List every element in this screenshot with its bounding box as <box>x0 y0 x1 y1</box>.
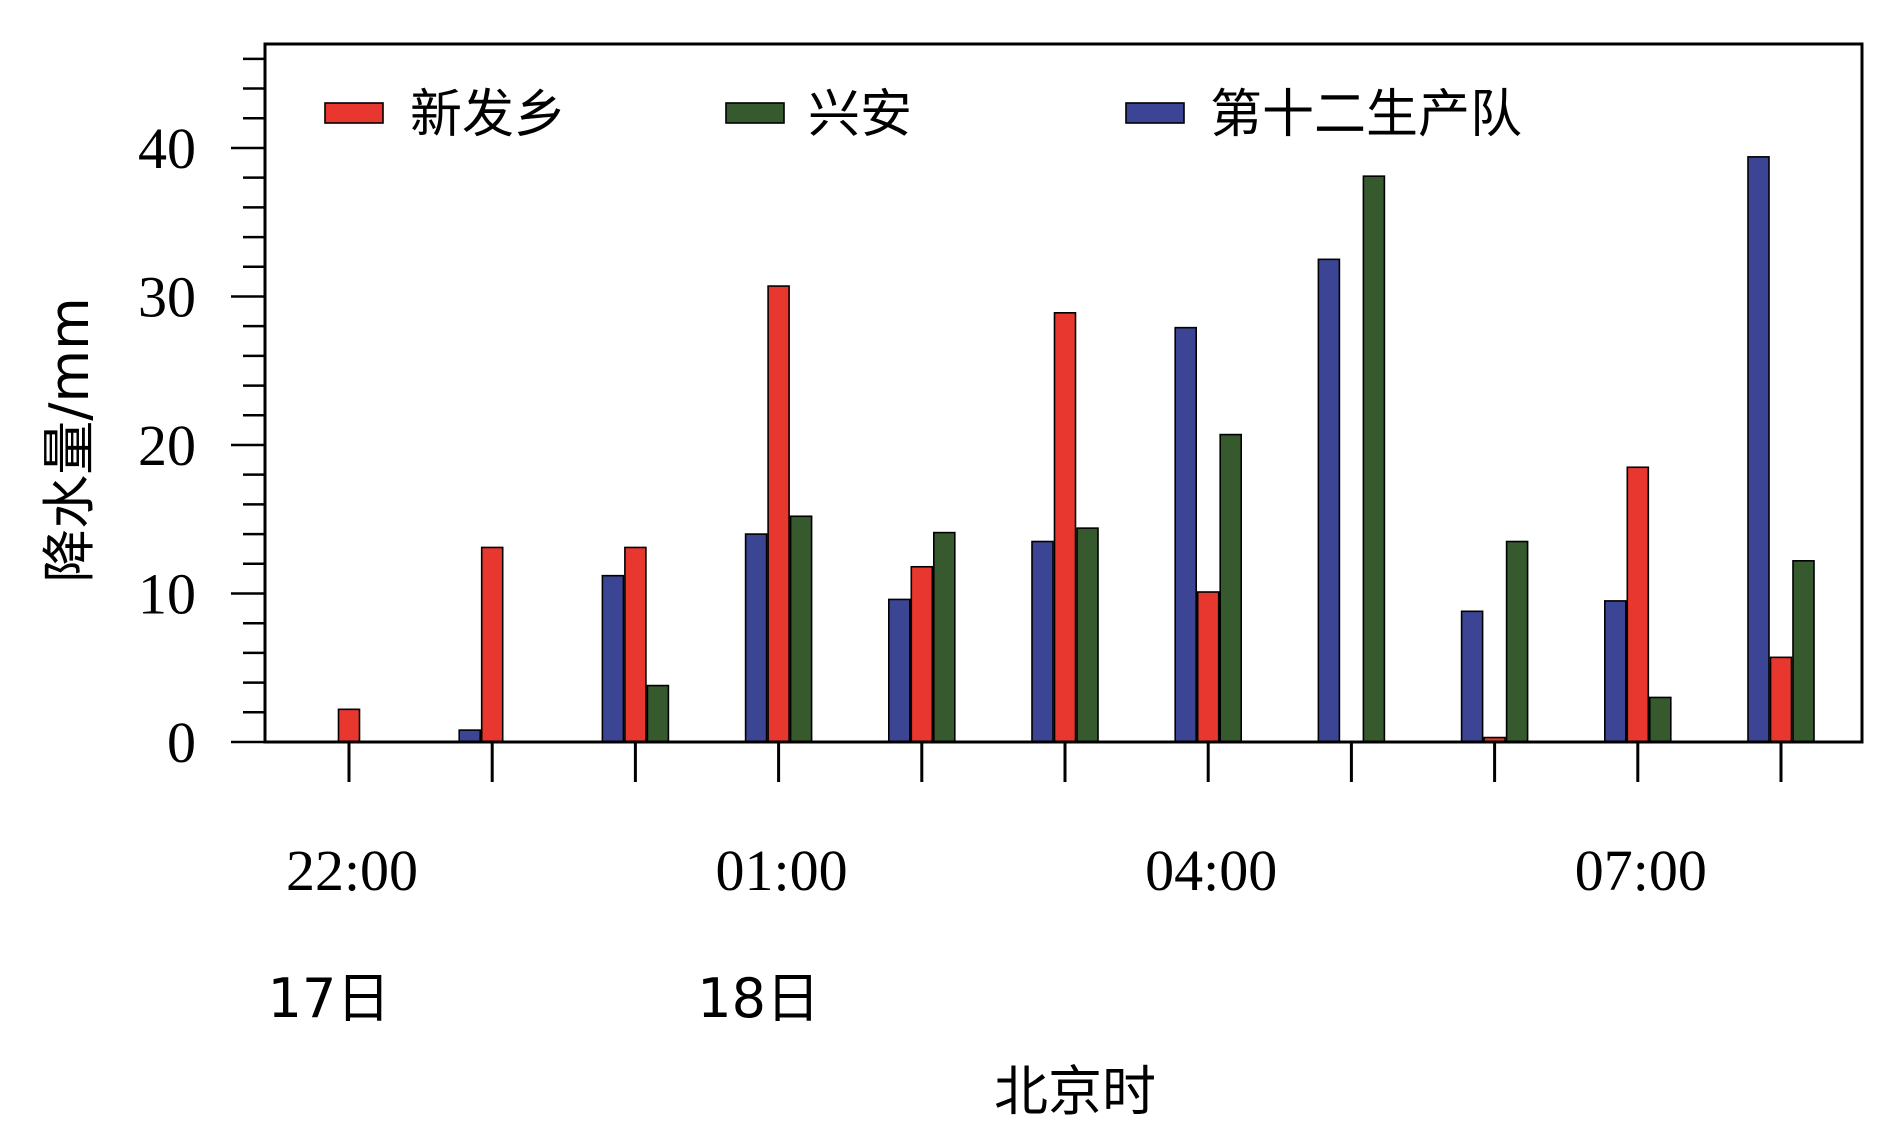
bar-新发乡-00:00 <box>624 546 647 743</box>
bar-兴安-04:00 <box>1219 433 1242 743</box>
date-label: 17日 <box>268 967 391 1030</box>
bar-兴安-01:00 <box>789 515 813 743</box>
bar-第十二生产队-05:00 <box>1317 258 1341 743</box>
bar-第十二生产队-06:00 <box>1460 610 1484 743</box>
bar-第十二生产队-03:00 <box>1031 540 1054 743</box>
y-tick-label: 40 <box>138 116 196 181</box>
bar-新发乡-02:00 <box>910 565 934 743</box>
x-tick-label: 22:00 <box>286 838 418 903</box>
date-label: 18日 <box>697 967 820 1030</box>
bar-第十二生产队-23:00 <box>458 729 482 743</box>
bar-新发乡-23:00 <box>480 546 504 743</box>
y-tick-label: 30 <box>138 264 196 329</box>
bar-新发乡-08:00 <box>1769 656 1793 743</box>
y-axis-title: 降水量/mm <box>38 297 101 582</box>
x-tick-label: 07:00 <box>1575 838 1707 903</box>
x-axis-title: 北京时 <box>994 1060 1156 1123</box>
legend-label-兴安: 兴安 <box>808 85 912 145</box>
bar-新发乡-07:00 <box>1626 466 1650 743</box>
bar-第十二生产队-02:00 <box>887 598 911 743</box>
bar-兴安-02:00 <box>932 531 956 743</box>
bars-layer <box>337 156 1815 743</box>
bar-第十二生产队-08:00 <box>1747 156 1770 743</box>
bar-新发乡-03:00 <box>1053 312 1077 743</box>
y-tick-label: 20 <box>138 413 196 478</box>
bar-兴安-05:00 <box>1362 175 1386 743</box>
bar-兴安-03:00 <box>1076 527 1099 743</box>
bar-兴安-06:00 <box>1505 540 1529 743</box>
bar-第十二生产队-01:00 <box>744 533 768 743</box>
y-tick-label: 0 <box>167 710 196 775</box>
legend: 新发乡 兴安 第十二生产队 <box>324 85 1522 145</box>
bar-第十二生产队-07:00 <box>1604 600 1627 743</box>
bar-兴安-07:00 <box>1649 696 1672 743</box>
legend-swatch-第十二生产队 <box>1125 102 1185 124</box>
bar-第十二生产队-00:00 <box>601 574 625 743</box>
legend-swatch-新发乡 <box>324 102 384 124</box>
legend-label-第十二生产队: 第十二生产队 <box>1210 85 1522 145</box>
y-tick-label: 10 <box>138 561 196 626</box>
x-tick-label: 01:00 <box>716 838 848 903</box>
legend-swatch-兴安 <box>725 102 785 124</box>
bar-新发乡-01:00 <box>767 285 790 743</box>
bar-新发乡-04:00 <box>1196 591 1220 743</box>
bar-新发乡-22:00 <box>337 708 361 743</box>
bar-第十二生产队-04:00 <box>1174 326 1197 743</box>
legend-label-新发乡: 新发乡 <box>410 85 566 145</box>
bar-兴安-00:00 <box>646 684 670 743</box>
bar-兴安-08:00 <box>1792 560 1815 743</box>
x-tick-label: 04:00 <box>1145 838 1277 903</box>
